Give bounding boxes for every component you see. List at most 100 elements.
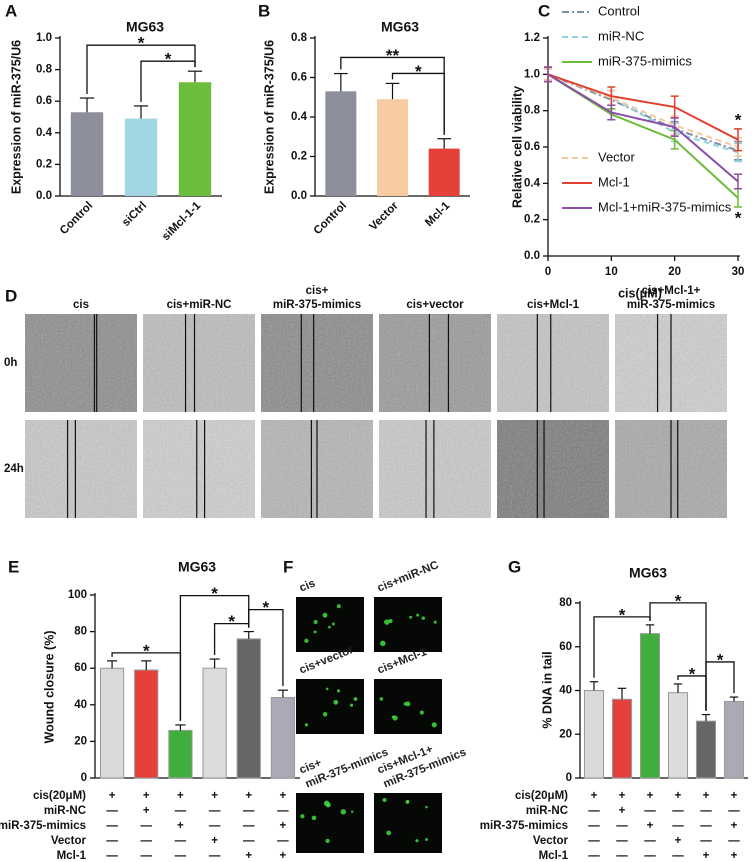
error-bar [734, 173, 742, 190]
y-tick-label: 100 [68, 589, 87, 601]
column-label: cis+vector [406, 299, 464, 311]
comet [388, 618, 393, 624]
y-tick-label: 60 [74, 662, 87, 674]
table-mark: — [243, 805, 255, 817]
table-mark: — [175, 805, 187, 817]
bar [325, 91, 357, 196]
row-label: 24h [4, 463, 24, 475]
table-mark: + [177, 820, 184, 832]
significance-bracket [340, 56, 445, 135]
table-mark: — [616, 835, 628, 847]
comet [300, 814, 305, 819]
table-mark: + [675, 835, 682, 847]
table-row-label: Vector [51, 835, 87, 847]
comet [313, 630, 317, 634]
table-row-label: Vector [533, 835, 569, 847]
legend-label: miR-NC [598, 28, 644, 43]
table-mark: — [588, 850, 600, 862]
comet [304, 723, 309, 727]
significance-label: * [735, 110, 742, 129]
panel-letter: G [508, 557, 521, 576]
table-mark: — [106, 820, 118, 832]
y-tick-label: 0.6 [524, 141, 540, 153]
table-mark: — [106, 835, 118, 847]
x-tick-label: Control [58, 200, 95, 237]
bar [168, 729, 193, 779]
bar [695, 720, 717, 779]
table-mark: + [109, 790, 116, 802]
table-mark: — [700, 820, 712, 832]
y-tick-label: 60 [559, 641, 572, 653]
y-axis-label: Wound closure (%) [42, 631, 56, 744]
image-label: cis+miR-NC [376, 559, 441, 594]
x-tick-label: Control [312, 200, 349, 237]
table-mark: — [588, 835, 600, 847]
table-mark: + [619, 790, 626, 802]
table-row-label: Mcl-1 [57, 850, 87, 862]
y-tick-label: 0.8 [291, 32, 308, 44]
error-bar [670, 117, 679, 137]
micrograph-texture [25, 420, 137, 518]
significance-label: * [735, 208, 742, 227]
comet [350, 810, 354, 813]
line [547, 73, 739, 199]
comet [405, 800, 410, 804]
significance-label: * [165, 50, 172, 69]
table-row-label: miR-NC [44, 805, 86, 817]
legend-label: miR-375-mimics [598, 53, 692, 68]
micrograph-texture [25, 314, 137, 412]
line [547, 73, 739, 148]
panel-letter: D [5, 286, 17, 305]
comet [325, 687, 329, 691]
y-tick-label: 0.0 [291, 190, 307, 202]
x-tick-label: 0 [545, 266, 551, 278]
table-mark: — [700, 805, 712, 817]
comet [392, 715, 398, 721]
line [547, 73, 739, 141]
bar [611, 698, 633, 779]
significance-bracket [179, 594, 250, 721]
table-mark: — [106, 850, 118, 862]
table-row-label: Mcl-1 [539, 850, 569, 862]
table-mark: — [243, 835, 255, 847]
table-mark: — [106, 805, 118, 817]
x-tick-label: Mcl-1 [423, 199, 453, 229]
micrograph-texture [379, 420, 491, 518]
table-mark: + [731, 820, 738, 832]
significance-label: * [211, 584, 218, 603]
y-axis-label: % DNA in tail [540, 651, 554, 728]
column-label: cis+miR-NC [167, 299, 232, 311]
micrograph-texture [143, 314, 255, 412]
table-mark: — [209, 805, 221, 817]
table-mark: + [703, 850, 710, 862]
micrograph-texture [379, 314, 491, 412]
comet [337, 689, 341, 693]
column-label: cis+Mcl-1 [527, 299, 580, 311]
panel-letter: F [283, 557, 293, 576]
table-mark: — [277, 805, 289, 817]
comet [416, 613, 420, 617]
panel-letter: A [5, 1, 17, 20]
column-label: cis+ [306, 285, 329, 297]
x-tick-label: 30 [732, 266, 745, 278]
comet [313, 620, 318, 625]
y-tick-label: 80 [74, 626, 87, 638]
y-tick-label: 80 [559, 597, 572, 609]
comet [431, 722, 437, 728]
comet [325, 802, 331, 808]
bar [134, 669, 159, 779]
table-mark: — [672, 805, 684, 817]
y-tick-label: 0.0 [524, 250, 540, 262]
bar [178, 82, 212, 196]
table-mark: — [209, 820, 221, 832]
table-mark: + [280, 850, 287, 862]
table-mark: — [700, 835, 712, 847]
significance-label: * [415, 62, 422, 81]
y-tick-label: 1.2 [524, 32, 540, 44]
y-tick-label: 40 [559, 685, 572, 697]
bar [124, 118, 158, 196]
comet [333, 699, 339, 705]
significance-label: * [138, 34, 145, 53]
significance-bracket [649, 602, 707, 711]
legend-label: Control [598, 3, 640, 18]
